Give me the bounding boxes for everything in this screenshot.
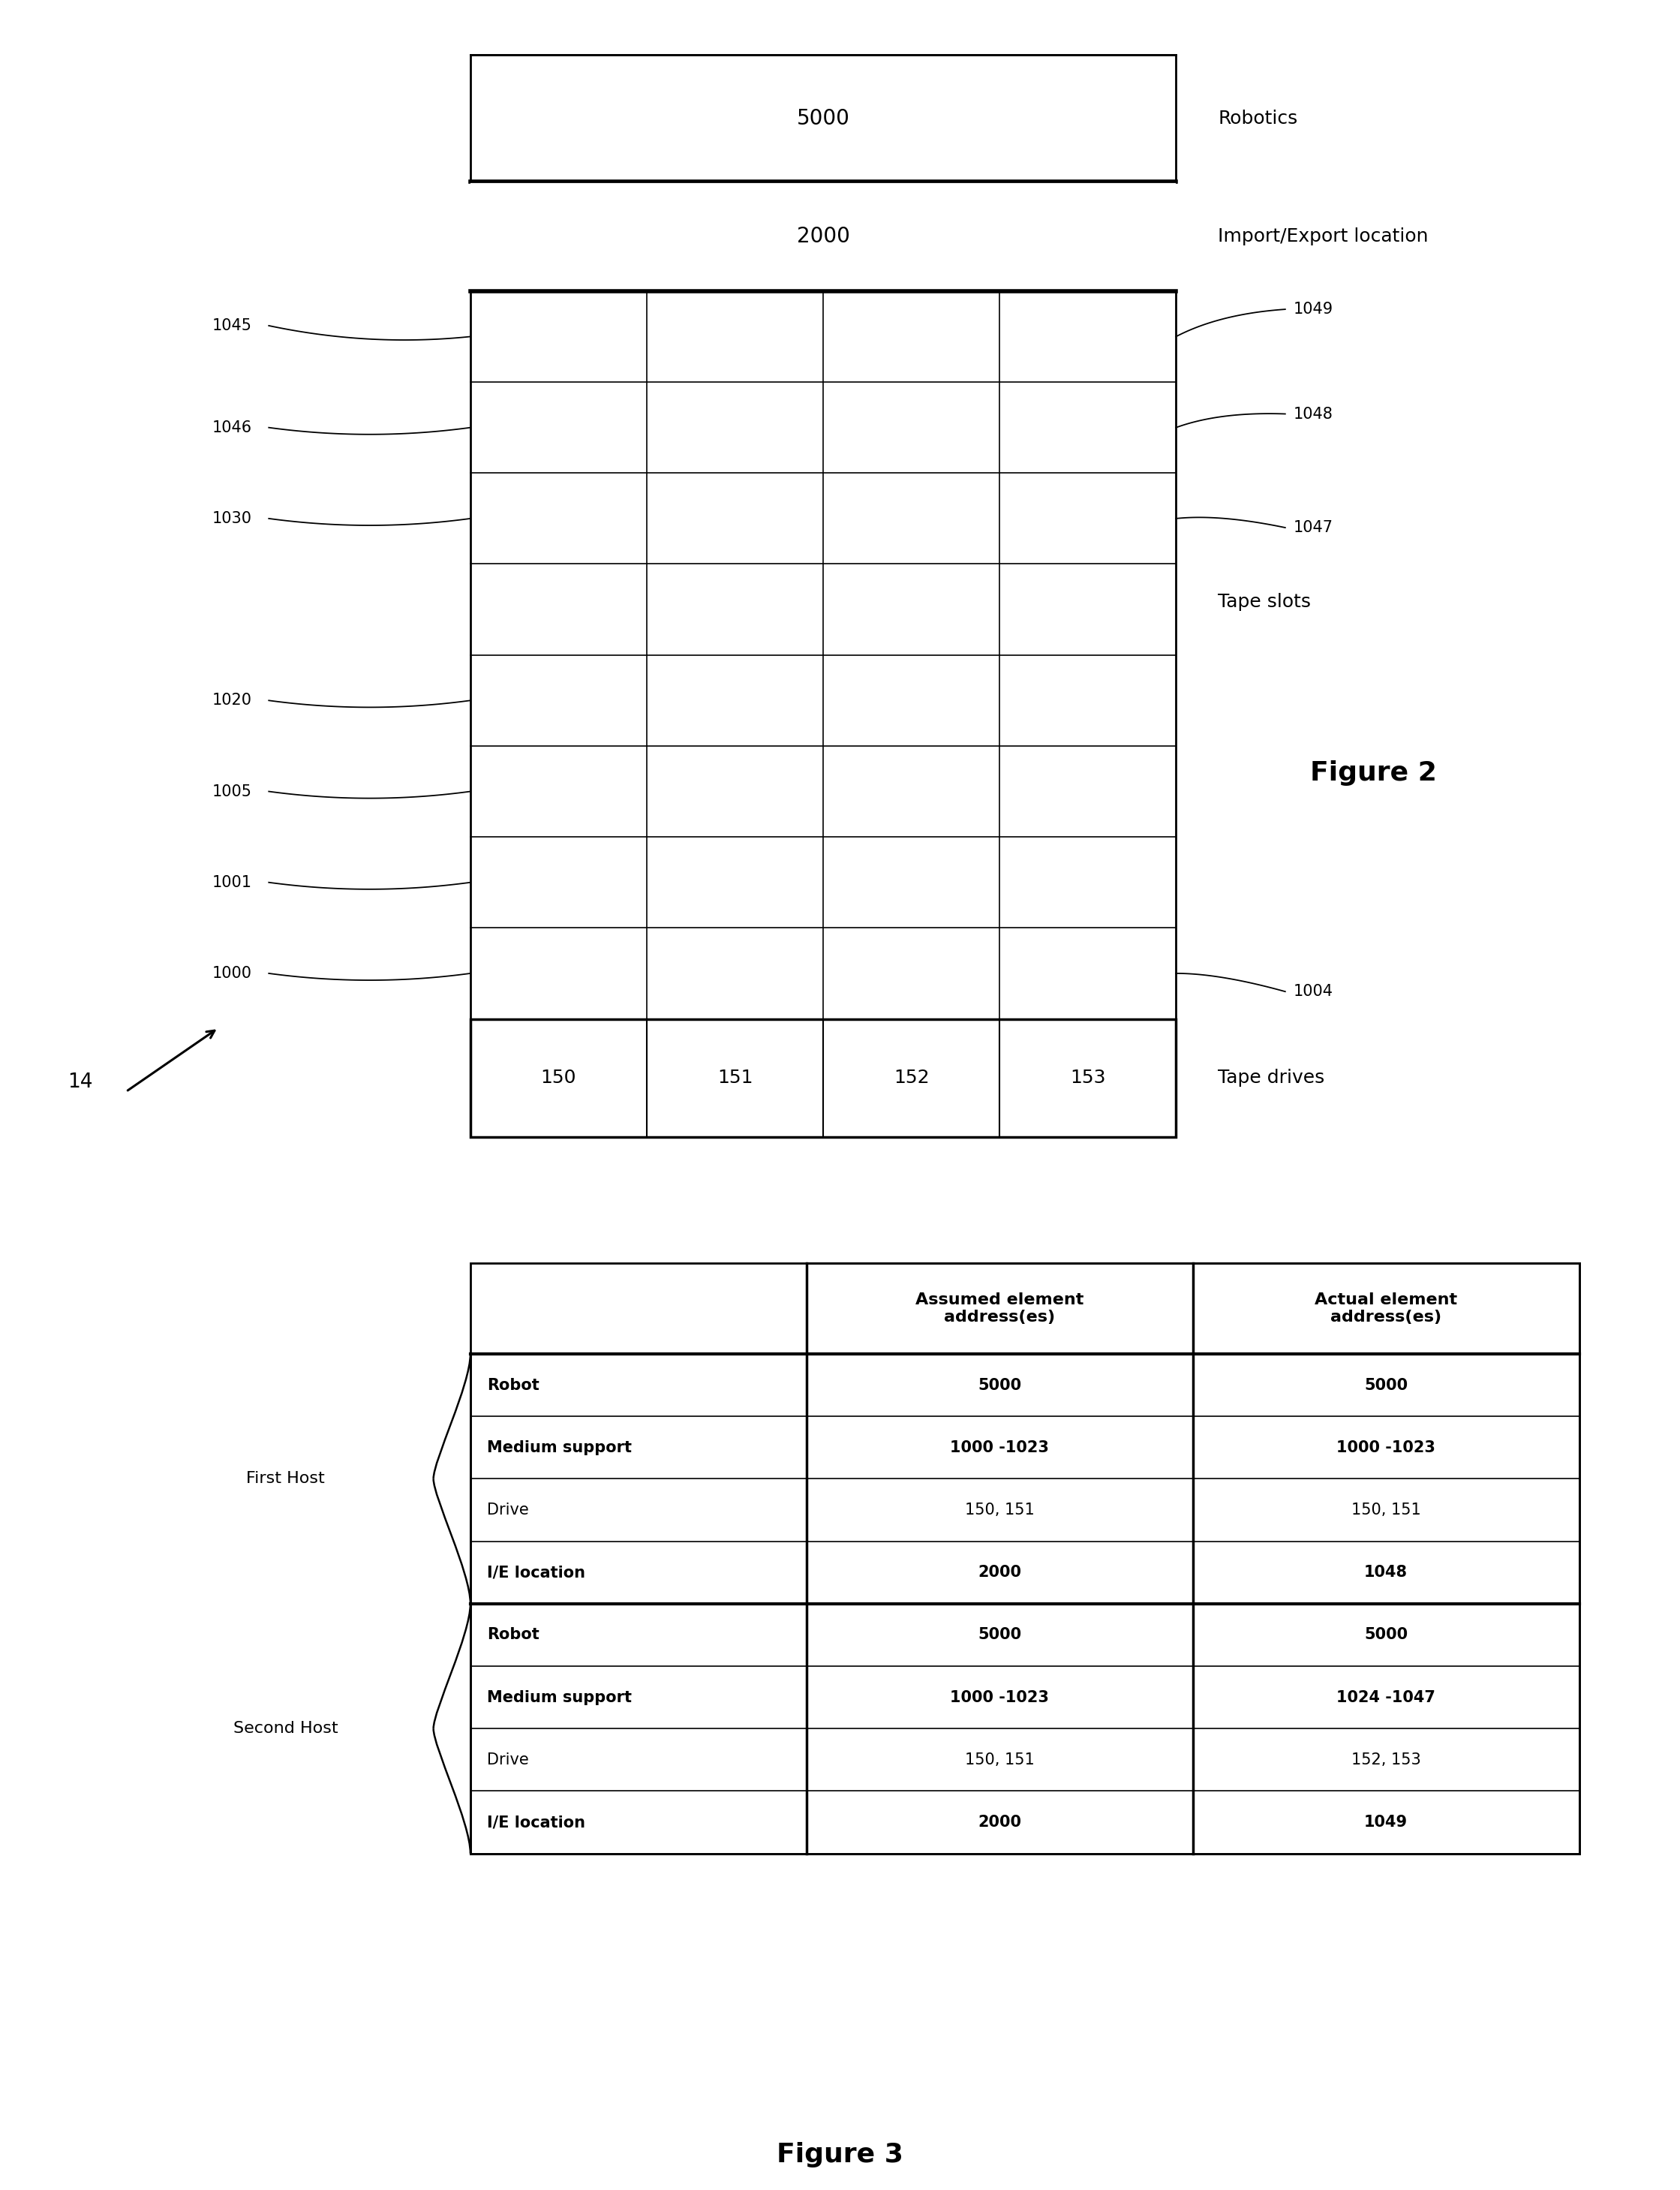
Text: Robotics: Robotics <box>1218 110 1297 127</box>
Text: 150, 151: 150, 151 <box>964 1752 1035 1767</box>
Bar <box>470 1264 1579 1853</box>
Text: 5000: 5000 <box>796 107 850 129</box>
Text: Import/Export location: Import/Export location <box>1218 228 1428 245</box>
Text: Figure 3: Figure 3 <box>776 2142 904 2168</box>
Text: 2000: 2000 <box>796 226 850 247</box>
Text: Medium support: Medium support <box>487 1691 632 1704</box>
Text: 5000: 5000 <box>1364 1378 1408 1393</box>
Text: 1046: 1046 <box>212 420 252 436</box>
Text: Tape slots: Tape slots <box>1218 593 1310 611</box>
Text: Second Host: Second Host <box>234 1721 338 1737</box>
Text: 1000 -1023: 1000 -1023 <box>951 1691 1048 1704</box>
Text: 152: 152 <box>894 1069 929 1086</box>
Text: 5000: 5000 <box>978 1378 1021 1393</box>
Text: Actual element
address(es): Actual element address(es) <box>1315 1292 1457 1325</box>
Bar <box>470 1018 1176 1137</box>
Text: 1047: 1047 <box>1294 519 1334 534</box>
Text: 1024 -1047: 1024 -1047 <box>1337 1691 1435 1704</box>
Bar <box>470 55 1176 182</box>
Text: 2000: 2000 <box>978 1566 1021 1579</box>
Text: 14: 14 <box>67 1073 92 1093</box>
Bar <box>470 291 1176 1018</box>
Text: Medium support: Medium support <box>487 1441 632 1454</box>
Text: I/E location: I/E location <box>487 1816 586 1831</box>
Text: 150, 151: 150, 151 <box>964 1502 1035 1518</box>
Text: 150: 150 <box>541 1069 576 1086</box>
Text: 1020: 1020 <box>212 692 252 707</box>
Text: 1048: 1048 <box>1294 407 1334 420</box>
Text: Tape drives: Tape drives <box>1218 1069 1326 1086</box>
Text: 5000: 5000 <box>1364 1627 1408 1642</box>
Text: Assumed element
address(es): Assumed element address(es) <box>916 1292 1084 1325</box>
Text: Robot: Robot <box>487 1378 539 1393</box>
Text: 1000 -1023: 1000 -1023 <box>951 1441 1048 1454</box>
Text: 5000: 5000 <box>978 1627 1021 1642</box>
Text: I/E location: I/E location <box>487 1566 586 1579</box>
Text: 1000: 1000 <box>212 966 252 981</box>
Text: Robot: Robot <box>487 1627 539 1642</box>
Text: 2000: 2000 <box>978 1816 1021 1831</box>
Text: Figure 2: Figure 2 <box>1310 760 1436 786</box>
Text: 1048: 1048 <box>1364 1566 1408 1579</box>
Text: 152, 153: 152, 153 <box>1351 1752 1421 1767</box>
Bar <box>470 182 1176 291</box>
Text: 1001: 1001 <box>212 874 252 889</box>
Text: 1030: 1030 <box>212 510 252 526</box>
Text: 153: 153 <box>1070 1069 1105 1086</box>
Text: 1000 -1023: 1000 -1023 <box>1337 1441 1435 1454</box>
Text: 151: 151 <box>717 1069 753 1086</box>
Text: 1049: 1049 <box>1364 1816 1408 1831</box>
Text: Drive: Drive <box>487 1502 529 1518</box>
Text: 1005: 1005 <box>212 784 252 799</box>
Text: Drive: Drive <box>487 1752 529 1767</box>
Text: 1049: 1049 <box>1294 302 1334 318</box>
Text: 1004: 1004 <box>1294 983 1334 999</box>
Text: 1045: 1045 <box>212 318 252 333</box>
Text: First Host: First Host <box>247 1472 324 1487</box>
Text: 150, 151: 150, 151 <box>1351 1502 1421 1518</box>
